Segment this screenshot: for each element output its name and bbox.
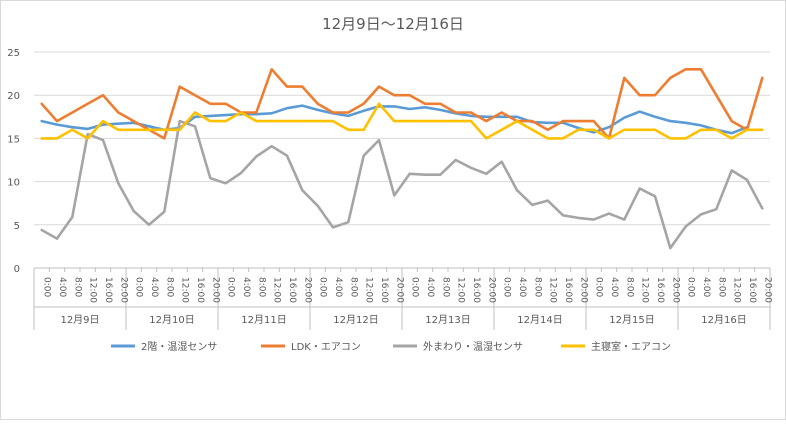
x-tick-label: 20:00 [302,277,312,303]
day-label: 12月9日 [60,314,99,326]
x-tick-label: 20:00 [670,277,680,303]
x-tick-label: 16:00 [747,277,757,303]
y-tick-label: 0 [14,264,20,275]
x-tick-label: 20:00 [394,277,404,303]
x-tick-label: 8:00 [348,277,358,297]
x-tick-label: 0:00 [502,277,512,297]
x-tick-label: 20:00 [762,277,772,303]
x-tick-label: 20:00 [118,277,128,303]
x-tick-label: 12:00 [272,277,282,303]
x-tick-label: 12:00 [456,277,466,303]
y-tick-label: 20 [7,91,20,102]
x-tick-label: 8:00 [624,277,634,297]
x-tick-label: 8:00 [532,277,542,297]
y-tick-label: 25 [7,48,20,59]
x-tick-label: 16:00 [379,277,389,303]
x-tick-label: 4:00 [701,277,711,297]
x-tick-label: 4:00 [517,277,527,297]
x-tick-label: 0:00 [226,277,236,297]
x-tick-label: 4:00 [333,277,343,297]
x-tick-label: 12:00 [548,277,558,303]
x-tick-label: 16:00 [287,277,297,303]
series-line-2 [40,68,764,140]
x-tick-label: 0:00 [686,277,696,297]
x-tick-label: 0:00 [410,277,420,297]
y-tick-label: 5 [14,221,20,232]
x-tick-label: 4:00 [425,277,435,297]
legend-label: 外まわり・温湿センサ [423,341,523,353]
legend-label: LDK・エアコン [291,342,361,353]
x-tick-label: 4:00 [149,277,159,297]
x-tick-label: 16:00 [103,277,113,303]
x-tick-label: 8:00 [164,277,174,297]
legend-item: 外まわり・温湿センサ [393,341,523,353]
x-tick-label: 0:00 [42,277,52,297]
day-label: 12月12日 [333,314,378,326]
x-tick-label: 20:00 [486,277,496,303]
chart-title: 12月9日～12月16日 [322,15,464,33]
x-tick-label: 16:00 [563,277,573,303]
x-tick-label: 12:00 [88,277,98,303]
x-tick-label: 0:00 [134,277,144,297]
legend-label: 2階・温湿センサ [141,341,217,353]
day-label: 12月14日 [517,314,562,326]
x-tick-label: 0:00 [594,277,604,297]
day-label: 12月16日 [701,314,746,326]
x-tick-label: 20:00 [578,277,588,303]
x-tick-label: 12:00 [732,277,742,303]
x-tick-label: 8:00 [440,277,450,297]
x-tick-label: 12:00 [364,277,374,303]
x-tick-label: 12:00 [640,277,650,303]
x-tick-label: 8:00 [716,277,726,297]
x-axis: 0:00 4:00 8:00 12:00 16:00 20:00 0:00 4:00 8:00 1… [33,267,772,330]
legend-item: LDK・エアコン [261,342,361,353]
y-tick-label: 15 [7,134,20,145]
x-tick-label: 4:00 [609,277,619,297]
x-tick-label: 12:00 [180,277,190,303]
x-tick-label: 8:00 [72,277,82,297]
x-tick-label: 8:00 [256,277,266,297]
day-label: 12月11日 [241,314,286,326]
x-tick-label: 4:00 [57,277,67,297]
series-layer [40,68,764,250]
x-tick-label: 16:00 [471,277,481,303]
legend-item: 主寝室・エアコン [561,340,671,353]
day-label: 12月10日 [149,314,194,326]
x-tick-label: 20:00 [210,277,220,303]
legend-item: 2階・温湿センサ [111,341,217,353]
series-line-4 [40,102,764,140]
y-axis: 0 5 10 15 20 25 [7,48,20,275]
x-tick-label: 16:00 [195,277,205,303]
legend-label: 主寝室・エアコン [591,340,671,353]
y-tick-label: 10 [7,178,20,189]
x-tick-label: 0:00 [318,277,328,297]
x-tick-label: 4:00 [241,277,251,297]
legend: 2階・温湿センサ LDK・エアコン 外まわり・温湿センサ 主寝室・エアコン [111,340,671,353]
x-tick-label: 16:00 [655,277,665,303]
series-line-3 [40,119,764,250]
day-label: 12月13日 [425,314,470,326]
day-label: 12月15日 [609,314,654,326]
